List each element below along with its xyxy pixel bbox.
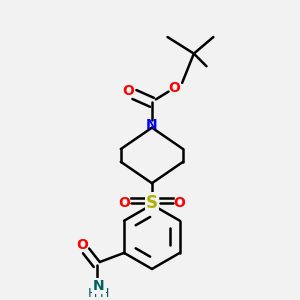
Text: O: O bbox=[76, 238, 88, 252]
Text: O: O bbox=[119, 196, 130, 210]
Text: O: O bbox=[123, 84, 134, 98]
Text: S: S bbox=[146, 194, 158, 212]
Text: O: O bbox=[173, 196, 185, 210]
Text: O: O bbox=[168, 81, 180, 95]
Text: N: N bbox=[93, 279, 105, 293]
Text: N: N bbox=[146, 118, 158, 132]
Text: H: H bbox=[88, 287, 98, 300]
Text: H: H bbox=[100, 287, 109, 300]
